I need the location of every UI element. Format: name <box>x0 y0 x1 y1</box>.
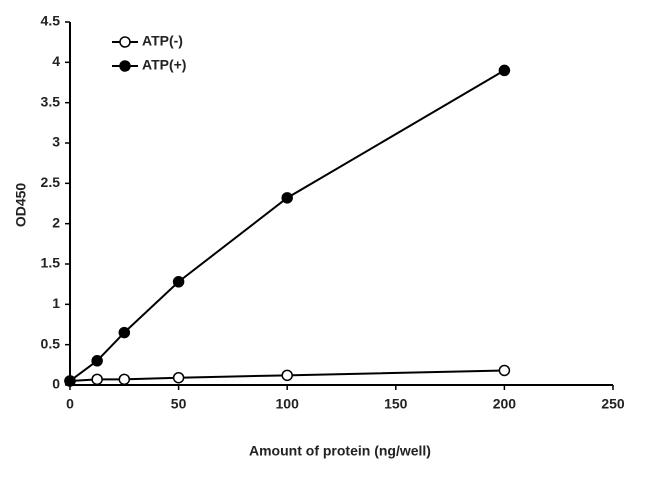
y-tick-label: 0.5 <box>41 335 61 351</box>
x-tick-label: 250 <box>601 396 625 412</box>
y-axis-label: OD450 <box>13 183 29 228</box>
data-point <box>118 373 131 386</box>
data-point <box>281 192 293 204</box>
data-point <box>91 373 103 386</box>
y-tick-label: 4.5 <box>41 13 61 29</box>
x-tick-label: 50 <box>171 396 187 412</box>
x-tick-label: 0 <box>66 396 74 412</box>
data-point <box>498 64 511 77</box>
data-point <box>64 375 76 387</box>
x-tick-label: 100 <box>276 396 300 412</box>
y-tick-label: 1.5 <box>41 255 61 271</box>
x-tick-label: 200 <box>493 396 517 412</box>
series-line <box>69 69 505 382</box>
y-tick-label: 3.5 <box>41 93 61 109</box>
legend-marker <box>119 36 131 48</box>
legend-label: ATP(+) <box>142 57 186 73</box>
data-point <box>172 275 185 288</box>
x-axis-label: Amount of protein (ng/well) <box>249 443 431 459</box>
y-tick-label: 2 <box>52 214 60 230</box>
y-tick-label: 3 <box>52 134 60 150</box>
legend-marker <box>119 60 131 72</box>
y-tick-label: 0 <box>52 376 60 392</box>
data-point <box>172 371 185 384</box>
y-tick-label: 4 <box>52 53 60 69</box>
legend-label: ATP(-) <box>142 33 183 49</box>
data-point <box>118 326 131 339</box>
y-tick-label: 2.5 <box>41 174 61 190</box>
data-point <box>281 369 293 382</box>
data-point <box>498 364 511 377</box>
x-tick-label: 150 <box>384 396 408 412</box>
y-tick-label: 1 <box>52 295 60 311</box>
data-point <box>91 355 103 367</box>
